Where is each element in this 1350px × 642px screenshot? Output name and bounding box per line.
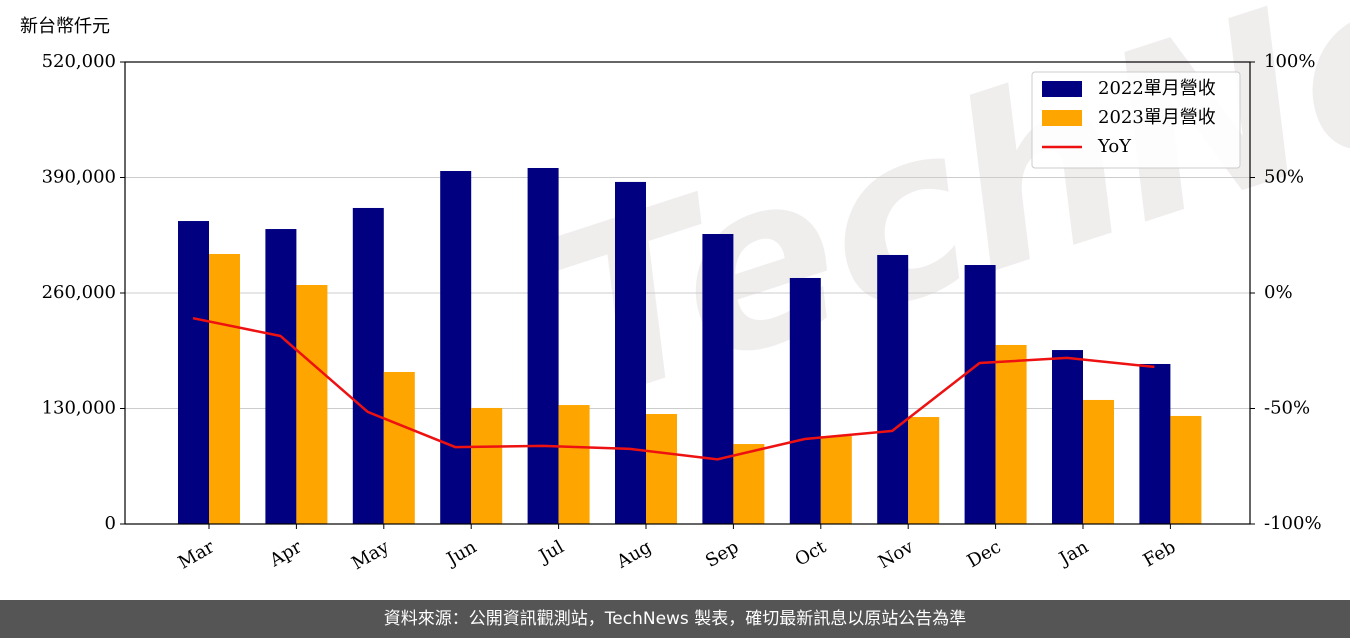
bar (296, 285, 328, 524)
footer-band (0, 600, 1350, 638)
y-tick-label: 260,000 (42, 282, 116, 303)
y2-tick-label: -100% (1264, 513, 1322, 534)
bar (1052, 350, 1083, 524)
bar (964, 265, 996, 524)
legend-label: 2022單月營收 (1098, 78, 1216, 99)
y-tick-label: 0 (105, 513, 116, 534)
bar (558, 405, 590, 524)
bar (908, 417, 940, 524)
line (192, 316, 1155, 461)
y2-tick-label: 50% (1264, 167, 1304, 188)
bar (733, 444, 765, 524)
bar (646, 414, 677, 524)
bar (352, 207, 384, 524)
bar (209, 253, 240, 525)
bar (615, 181, 646, 524)
legend-label: 2023單月營收 (1098, 107, 1216, 128)
bar (820, 436, 852, 524)
y2-tick-label: 0% (1264, 282, 1293, 303)
bar (440, 171, 472, 525)
legend-label: YoY (1097, 136, 1132, 157)
bar (178, 221, 209, 525)
bar (789, 277, 821, 524)
y2-tick-label: 100% (1264, 51, 1315, 72)
bar (471, 407, 503, 524)
y-tick-label: 130,000 (42, 398, 116, 419)
legend-swatch (1042, 81, 1082, 97)
plot-frame (124, 61, 1251, 525)
bar (702, 234, 734, 524)
legend-swatch (1042, 110, 1082, 126)
legend: 2022單月營收 2023單月營收 YoY (1031, 71, 1241, 169)
y-axis-label: 新台幣仟元 (20, 16, 110, 37)
bar (1083, 399, 1114, 524)
bar (527, 167, 559, 524)
y-tick-label: 390,000 (42, 167, 116, 188)
bar (265, 229, 297, 524)
bar (877, 254, 909, 524)
bar (383, 371, 415, 524)
bar (1139, 363, 1171, 524)
y2-tick-label: -50% (1264, 398, 1310, 419)
legend-box (1031, 71, 1241, 169)
footer: 資料來源：公開資訊觀測站，TechNews 製表，確切最新訊息以原站公告為準 (384, 609, 966, 629)
bar (995, 344, 1027, 524)
y-tick-label: 520,000 (42, 51, 116, 72)
bar (1170, 415, 1202, 524)
